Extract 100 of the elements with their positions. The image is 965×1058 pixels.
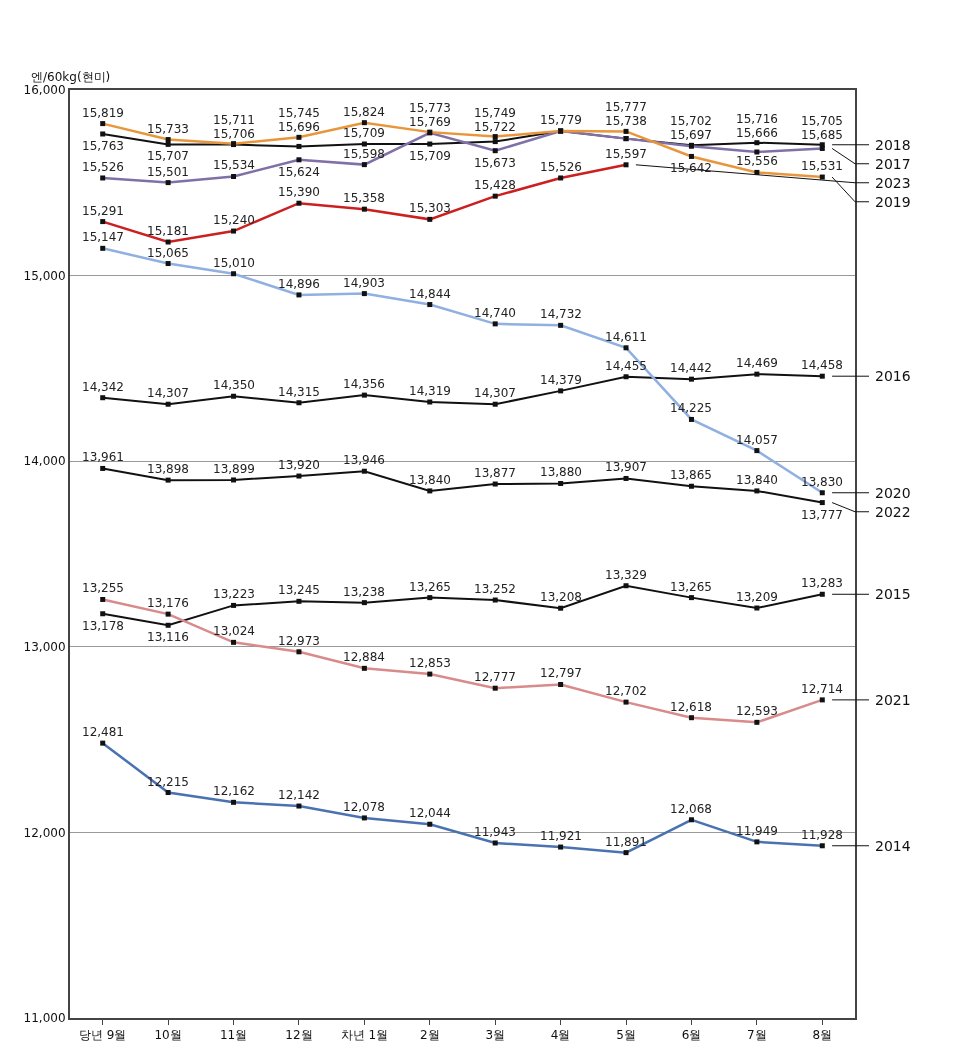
point <box>427 141 433 147</box>
x-tick-label: 차년 1월 <box>340 1028 389 1043</box>
point <box>165 477 171 483</box>
data-label: 12,973 <box>278 634 320 648</box>
data-label: 13,176 <box>147 596 189 610</box>
data-label: 15,749 <box>474 106 516 120</box>
data-label: 15,769 <box>409 115 451 129</box>
point <box>296 400 302 406</box>
data-label: 15,303 <box>409 201 451 215</box>
data-label: 15,696 <box>278 120 320 134</box>
data-label: 15,733 <box>147 122 189 136</box>
legend-label: 2021 <box>875 692 911 708</box>
data-label: 14,356 <box>343 377 385 391</box>
data-label: 15,722 <box>474 120 516 134</box>
point <box>688 595 694 601</box>
data-label: 14,732 <box>540 307 582 321</box>
data-label: 15,358 <box>343 191 385 205</box>
data-label: 15,531 <box>801 159 843 173</box>
data-label: 13,877 <box>474 466 516 480</box>
point <box>623 475 629 481</box>
data-label: 15,709 <box>409 149 451 163</box>
data-label: 13,920 <box>278 458 320 472</box>
point <box>361 600 367 606</box>
point <box>688 376 694 382</box>
data-label: 15,065 <box>147 246 189 260</box>
data-label: 15,819 <box>82 106 124 120</box>
data-label: 13,265 <box>670 580 712 594</box>
point <box>623 583 629 589</box>
legend-label: 2020 <box>875 485 911 501</box>
x-tick-label: 6월 <box>681 1028 702 1043</box>
data-label: 15,705 <box>801 114 843 128</box>
point <box>231 477 237 483</box>
data-label: 13,961 <box>82 450 124 464</box>
data-label: 15,624 <box>278 165 320 179</box>
x-tick-label: 5월 <box>616 1028 636 1043</box>
point <box>492 401 498 407</box>
x-tick-label: 12월 <box>285 1028 313 1043</box>
data-label: 15,685 <box>801 128 843 142</box>
data-label: 13,898 <box>147 462 189 476</box>
data-label: 15,697 <box>670 128 712 142</box>
point <box>558 388 564 394</box>
x-tick-label: 11월 <box>219 1028 248 1043</box>
data-label: 14,315 <box>278 385 320 399</box>
legend-label: 2023 <box>875 175 911 191</box>
point <box>623 374 629 380</box>
data-label: 15,709 <box>343 126 385 140</box>
x-tick-label: 3월 <box>485 1028 506 1043</box>
data-label: 13,245 <box>278 583 320 597</box>
point <box>296 143 302 149</box>
point <box>558 605 564 611</box>
point <box>819 500 825 506</box>
data-label: 13,209 <box>736 590 778 604</box>
data-label: 14,350 <box>213 378 255 392</box>
point <box>754 140 760 146</box>
point <box>100 131 106 137</box>
data-label: 13,777 <box>801 508 843 522</box>
data-label: 15,707 <box>147 149 189 163</box>
point <box>819 373 825 379</box>
data-label: 15,779 <box>540 113 582 127</box>
data-label: 13,116 <box>147 630 189 644</box>
data-label: 15,702 <box>670 114 712 128</box>
data-label: 13,865 <box>670 468 712 482</box>
data-label: 15,291 <box>82 204 124 218</box>
data-label: 12,714 <box>801 682 843 696</box>
data-label: 15,824 <box>343 105 385 119</box>
point <box>361 141 367 147</box>
data-label: 15,777 <box>605 100 647 114</box>
data-label: 13,329 <box>605 568 647 582</box>
y-tick-label: 12,000 <box>23 825 66 840</box>
data-label: 13,178 <box>82 619 124 633</box>
point <box>492 597 498 603</box>
x-tick-label: 4월 <box>550 1028 571 1043</box>
data-label: 15,706 <box>213 127 255 141</box>
data-label: 13,880 <box>540 465 582 479</box>
point <box>427 595 433 601</box>
data-label: 14,442 <box>670 361 712 375</box>
data-label: 12,618 <box>670 700 712 714</box>
data-label: 14,455 <box>605 359 647 373</box>
data-label: 15,556 <box>736 154 778 168</box>
legend-label: 2014 <box>875 838 911 854</box>
data-label: 14,458 <box>801 358 843 372</box>
data-label: 12,853 <box>409 656 451 670</box>
data-label: 14,307 <box>147 386 189 400</box>
data-label: 15,711 <box>213 113 255 127</box>
data-label: 15,428 <box>474 178 516 192</box>
data-label: 11,949 <box>736 824 778 838</box>
x-tick-label: 10월 <box>154 1028 182 1043</box>
point <box>427 399 433 405</box>
data-label: 13,946 <box>343 453 385 467</box>
point <box>100 395 106 401</box>
data-label: 15,526 <box>82 160 124 174</box>
data-label: 15,181 <box>147 224 189 238</box>
data-label: 14,379 <box>540 373 582 387</box>
data-label: 13,252 <box>474 582 516 596</box>
point <box>165 622 171 628</box>
point <box>296 473 302 479</box>
data-label: 13,840 <box>736 473 778 487</box>
data-label: 14,611 <box>605 330 647 344</box>
point <box>231 393 237 399</box>
data-label: 14,896 <box>278 277 320 291</box>
